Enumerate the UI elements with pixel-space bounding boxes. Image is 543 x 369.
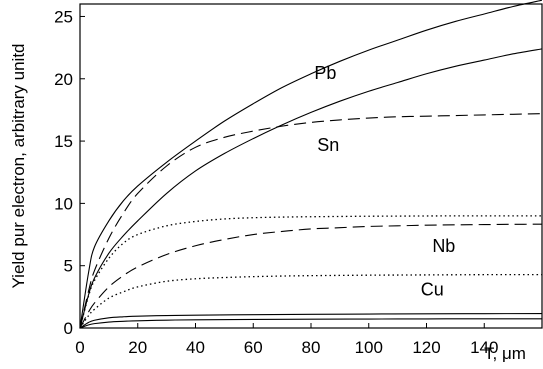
series-curves (79, 0, 543, 329)
x-tick-label: 100 (355, 338, 383, 357)
x-axis-title: T, μm (484, 344, 526, 363)
x-tick-label: 40 (186, 338, 205, 357)
series-label-cu: Cu (421, 280, 444, 300)
series-line-5 (79, 223, 543, 329)
x-tick-label: 20 (128, 338, 147, 357)
y-tick-label: 15 (54, 132, 73, 151)
x-tick-label: 140 (470, 338, 498, 357)
x-tick-label: 80 (302, 338, 321, 357)
series-line-7 (79, 312, 543, 329)
series-line-1 (79, 0, 543, 329)
series-line-8 (79, 318, 543, 329)
series-label-pb: Pb (314, 63, 336, 83)
series-line-6 (79, 274, 542, 329)
series-label-nb: Nb (432, 236, 455, 256)
plot-frame (79, 3, 543, 329)
x-tick-label: 120 (412, 338, 440, 357)
y-tick-label: 10 (54, 194, 73, 213)
series-line-4 (79, 215, 542, 329)
series-labels: Pb Sn Nb Cu (314, 63, 455, 300)
y-axis-title: Yield pur electron, arbitrary unitd (9, 43, 28, 288)
x-tick-label: 0 (75, 338, 84, 357)
x-tick-label: 60 (244, 338, 263, 357)
axis-ticks (79, 15, 485, 329)
series-label-sn: Sn (317, 135, 339, 155)
y-tick-label: 0 (64, 319, 73, 338)
y-tick-label: 5 (64, 257, 73, 276)
series-line-3 (79, 113, 543, 329)
series-line-2 (79, 48, 543, 329)
tick-labels: 0 20 40 60 80 100 120 140 0 5 10 15 20 25 (54, 7, 498, 357)
y-tick-label: 25 (54, 7, 73, 26)
y-tick-label: 20 (54, 70, 73, 89)
